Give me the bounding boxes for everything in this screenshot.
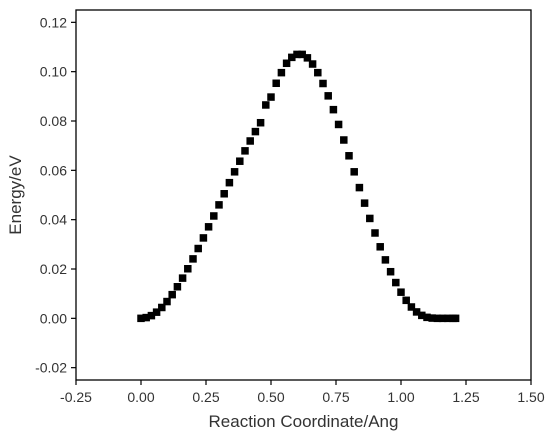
data-point <box>241 147 249 155</box>
data-point <box>173 283 182 291</box>
data-point <box>366 214 374 223</box>
data-point <box>308 60 317 68</box>
data-point <box>407 303 416 311</box>
data-point <box>142 313 150 322</box>
data-point <box>256 118 265 127</box>
data-point <box>215 201 223 209</box>
data-point <box>451 314 460 323</box>
data-point <box>163 297 171 306</box>
data-point <box>277 68 286 77</box>
data-point <box>319 79 327 88</box>
x-tick-label: 0.00 <box>127 389 154 405</box>
x-tick-label: 1.50 <box>517 389 544 405</box>
data-point <box>334 120 343 129</box>
x-axis-label: Reaction Coordinate/Ang <box>209 412 399 431</box>
data-point <box>282 59 291 68</box>
data-point <box>412 308 421 316</box>
y-axis-ticks: -0.02 0.00 0.02 0.04 0.06 0.08 0.10 0.12 <box>35 14 76 376</box>
data-point <box>267 93 275 101</box>
x-axis-ticks: -0.25 0.00 0.25 0.50 0.75 1.00 1.25 1.50 <box>60 380 545 405</box>
y-tick-label: 0.06 <box>40 162 67 178</box>
data-point <box>137 314 145 323</box>
data-point <box>152 308 161 316</box>
data-point <box>184 265 192 273</box>
x-tick-label: 0.75 <box>322 389 349 405</box>
data-point <box>194 244 202 253</box>
data-point <box>350 168 358 176</box>
data-point <box>418 311 426 320</box>
x-tick-label: 1.25 <box>452 389 479 405</box>
data-point <box>355 183 364 192</box>
data-point <box>220 190 228 198</box>
x-tick-label: -0.25 <box>60 389 92 405</box>
data-point <box>360 199 369 207</box>
data-point <box>329 105 338 114</box>
data-point <box>262 101 270 109</box>
data-point <box>397 288 405 296</box>
data-point <box>340 136 348 144</box>
data-point <box>314 68 322 77</box>
data-point <box>251 127 260 136</box>
data-point <box>147 311 156 320</box>
y-tick-label: 0.00 <box>40 310 67 326</box>
plot-frame <box>75 9 532 381</box>
y-tick-label: 0.08 <box>40 113 67 129</box>
y-tick-label: 0.10 <box>40 64 67 80</box>
data-point <box>230 168 239 176</box>
data-point <box>178 274 187 282</box>
y-tick-label: 0.04 <box>40 212 67 228</box>
data-point <box>371 229 379 237</box>
x-tick-label: 0.25 <box>192 389 219 405</box>
data-point <box>246 137 254 145</box>
data-point <box>189 255 197 263</box>
data-point <box>381 256 390 264</box>
data-point <box>168 290 176 299</box>
y-tick-label: 0.12 <box>40 14 67 30</box>
data-point <box>272 79 280 88</box>
data-points <box>137 50 460 323</box>
data-point <box>158 303 166 312</box>
y-tick-label: -0.02 <box>35 360 67 376</box>
data-point <box>225 178 234 187</box>
data-point <box>402 296 410 305</box>
data-point <box>204 223 213 231</box>
x-tick-label: 1.00 <box>387 389 414 405</box>
data-point <box>438 314 447 323</box>
data-point <box>236 157 244 165</box>
data-point <box>199 234 208 242</box>
data-point <box>324 92 332 100</box>
data-point <box>444 314 452 323</box>
data-point <box>428 314 436 322</box>
data-point <box>376 243 384 251</box>
data-point <box>392 278 400 287</box>
data-point <box>288 53 296 62</box>
y-tick-label: 0.02 <box>40 261 67 277</box>
data-point <box>433 314 442 323</box>
y-axis-label: Energy/eV <box>6 155 25 235</box>
data-point <box>303 54 312 62</box>
data-point <box>293 50 301 59</box>
data-point <box>345 152 353 160</box>
data-point <box>210 212 218 220</box>
data-point <box>298 50 306 59</box>
x-tick-label: 0.50 <box>257 389 284 405</box>
data-point <box>386 267 395 276</box>
data-point <box>423 313 431 322</box>
